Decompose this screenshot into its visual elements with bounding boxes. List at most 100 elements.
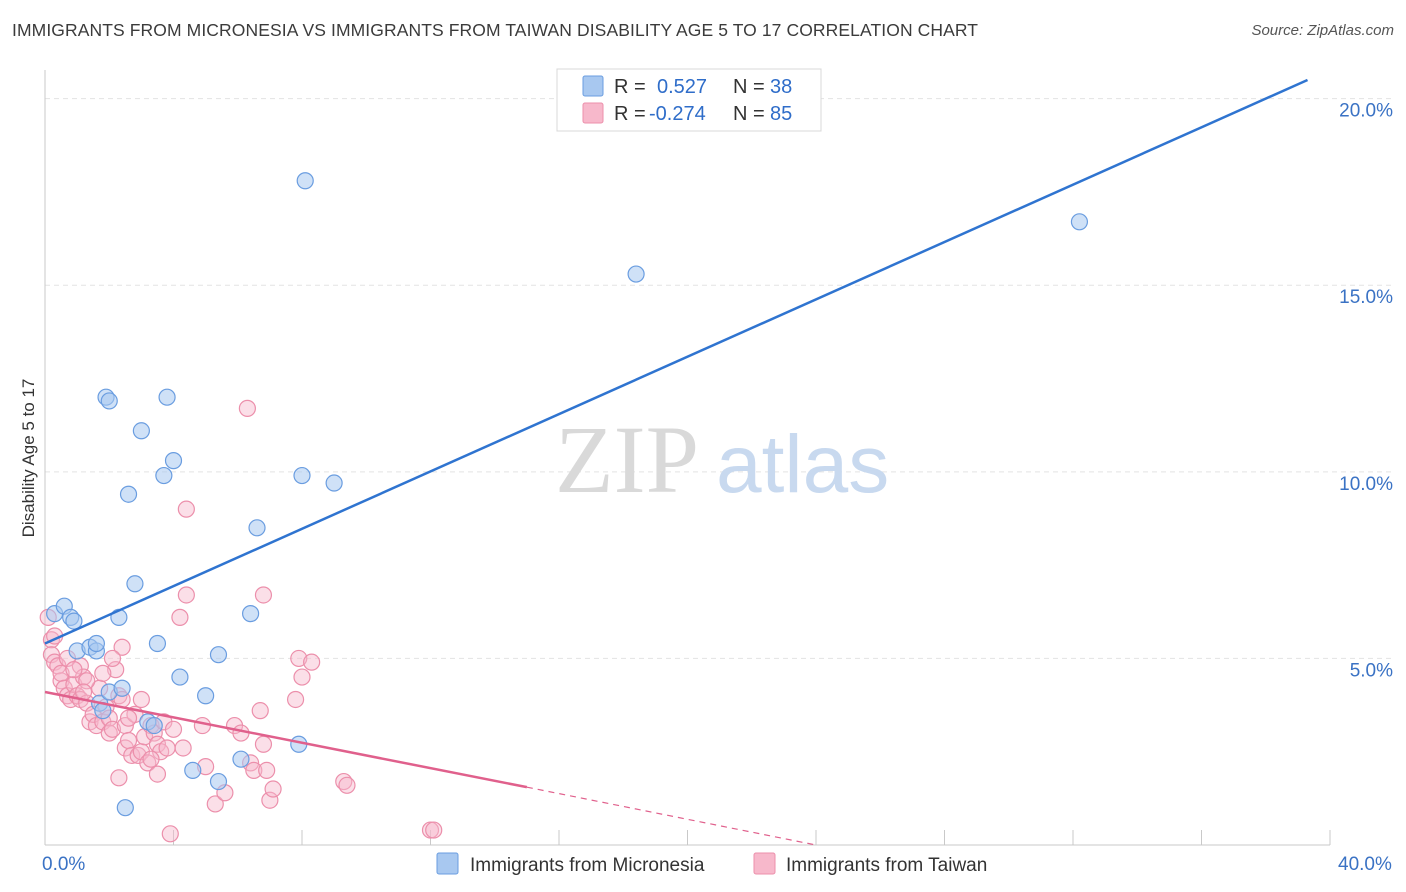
micronesia-point bbox=[155, 466, 173, 485]
y-tick-labels: 5.0% 10.0% 15.0% 20.0% bbox=[1339, 101, 1393, 682]
taiwan-point bbox=[119, 731, 138, 750]
micronesia-point bbox=[197, 687, 215, 705]
stats-legend: R = 0.527 N = 38 R = -0.274 N = 85 bbox=[556, 68, 822, 132]
micronesia-swatch bbox=[582, 75, 604, 97]
taiwan-point bbox=[251, 702, 269, 720]
micronesia-point bbox=[627, 265, 645, 283]
watermark: ZIP atlas bbox=[555, 406, 889, 513]
taiwan-point bbox=[338, 776, 356, 794]
taiwan-point bbox=[113, 638, 131, 656]
taiwan-point bbox=[254, 735, 273, 753]
taiwan-trend-line-extension bbox=[526, 786, 817, 846]
micronesia-point bbox=[242, 605, 260, 623]
micronesia-points bbox=[46, 172, 1089, 817]
chart-title: IMMIGRANTS FROM MICRONESIA VS IMMIGRANTS… bbox=[12, 20, 979, 40]
micronesia-point bbox=[119, 485, 138, 503]
micronesia-point bbox=[232, 750, 250, 768]
legend-taiwan-label: Immigrants from Taiwan bbox=[786, 855, 987, 876]
taiwan-point bbox=[171, 608, 189, 626]
y-tick-label-20: 20.0% bbox=[1339, 101, 1393, 122]
taiwan-point bbox=[245, 761, 263, 779]
taiwan-point bbox=[123, 746, 141, 765]
micronesia-n-value: 38 bbox=[770, 76, 792, 98]
taiwan-trend-line bbox=[44, 690, 528, 789]
legend-micronesia-swatch bbox=[436, 852, 459, 875]
taiwan-point bbox=[177, 500, 195, 518]
x-axis-ticks bbox=[44, 830, 1331, 845]
x-tick-max: 40.0% bbox=[1338, 854, 1392, 875]
micronesia-point bbox=[1070, 213, 1089, 231]
micronesia-point bbox=[132, 422, 150, 440]
y-tick-label-10: 10.0% bbox=[1339, 474, 1393, 495]
taiwan-n-label: N = bbox=[733, 103, 765, 125]
taiwan-point bbox=[94, 664, 112, 682]
taiwan-n-value: 85 bbox=[770, 103, 792, 125]
taiwan-point bbox=[119, 709, 138, 727]
taiwan-point bbox=[293, 668, 311, 686]
taiwan-point bbox=[148, 765, 167, 783]
micronesia-point bbox=[248, 519, 266, 537]
taiwan-point bbox=[174, 739, 192, 757]
taiwan-point bbox=[78, 672, 96, 690]
micronesia-point bbox=[184, 761, 202, 779]
taiwan-point bbox=[164, 720, 183, 738]
micronesia-point bbox=[87, 634, 106, 653]
micronesia-point bbox=[325, 474, 343, 492]
micronesia-point bbox=[171, 668, 189, 686]
chart-source: Source: ZipAtlas.com bbox=[1251, 22, 1394, 39]
y-tick-label-15: 15.0% bbox=[1339, 287, 1393, 308]
taiwan-point bbox=[254, 586, 273, 604]
taiwan-points bbox=[39, 399, 443, 843]
micronesia-n-label: N = bbox=[733, 76, 765, 98]
legend-micronesia-label: Immigrants from Micronesia bbox=[470, 855, 705, 876]
taiwan-point bbox=[425, 821, 443, 839]
taiwan-point bbox=[142, 750, 160, 768]
micronesia-point bbox=[113, 679, 131, 697]
taiwan-swatch bbox=[582, 102, 604, 124]
micronesia-point bbox=[148, 634, 167, 653]
micronesia-point bbox=[116, 799, 134, 817]
taiwan-point bbox=[193, 716, 212, 735]
legend-taiwan-swatch bbox=[753, 852, 776, 875]
gridlines bbox=[45, 98, 1395, 659]
micronesia-point bbox=[100, 392, 118, 410]
taiwan-r-value: -0.274 bbox=[649, 103, 706, 125]
taiwan-point bbox=[132, 690, 150, 709]
taiwan-point bbox=[158, 739, 176, 757]
micronesia-point bbox=[209, 772, 228, 791]
taiwan-point bbox=[258, 761, 276, 779]
y-tick-label-5: 5.0% bbox=[1350, 660, 1393, 681]
micronesia-point bbox=[145, 716, 163, 735]
taiwan-r-label: R = bbox=[614, 103, 646, 125]
taiwan-point bbox=[110, 769, 128, 787]
y-axis-title: Disability Age 5 to 17 bbox=[19, 379, 38, 538]
micronesia-point bbox=[65, 612, 83, 630]
series-legend: Immigrants from Micronesia Immigrants fr… bbox=[436, 852, 987, 876]
taiwan-point bbox=[286, 690, 305, 709]
taiwan-point bbox=[290, 649, 308, 668]
micronesia-point bbox=[296, 172, 314, 190]
x-tick-min: 0.0% bbox=[42, 854, 85, 875]
taiwan-point bbox=[261, 791, 279, 809]
taiwan-point bbox=[103, 649, 122, 668]
watermark-zip: ZIP bbox=[555, 406, 699, 513]
micronesia-point bbox=[126, 575, 144, 593]
taiwan-point bbox=[161, 825, 179, 843]
taiwan-point bbox=[303, 653, 321, 671]
taiwan-point bbox=[65, 661, 83, 679]
watermark-atlas: atlas bbox=[716, 419, 889, 510]
taiwan-point bbox=[206, 795, 224, 813]
micronesia-point bbox=[158, 388, 176, 406]
taiwan-point bbox=[103, 720, 122, 738]
taiwan-point bbox=[177, 586, 195, 604]
micronesia-r-value: 0.527 bbox=[657, 76, 707, 98]
taiwan-point bbox=[264, 780, 282, 798]
micronesia-r-label: R = bbox=[614, 76, 646, 98]
micronesia-point bbox=[293, 466, 311, 485]
micronesia-point bbox=[164, 452, 183, 470]
taiwan-point bbox=[107, 661, 125, 679]
micronesia-trend-line bbox=[44, 78, 1309, 645]
taiwan-point bbox=[238, 399, 256, 417]
micronesia-point bbox=[209, 646, 228, 664]
